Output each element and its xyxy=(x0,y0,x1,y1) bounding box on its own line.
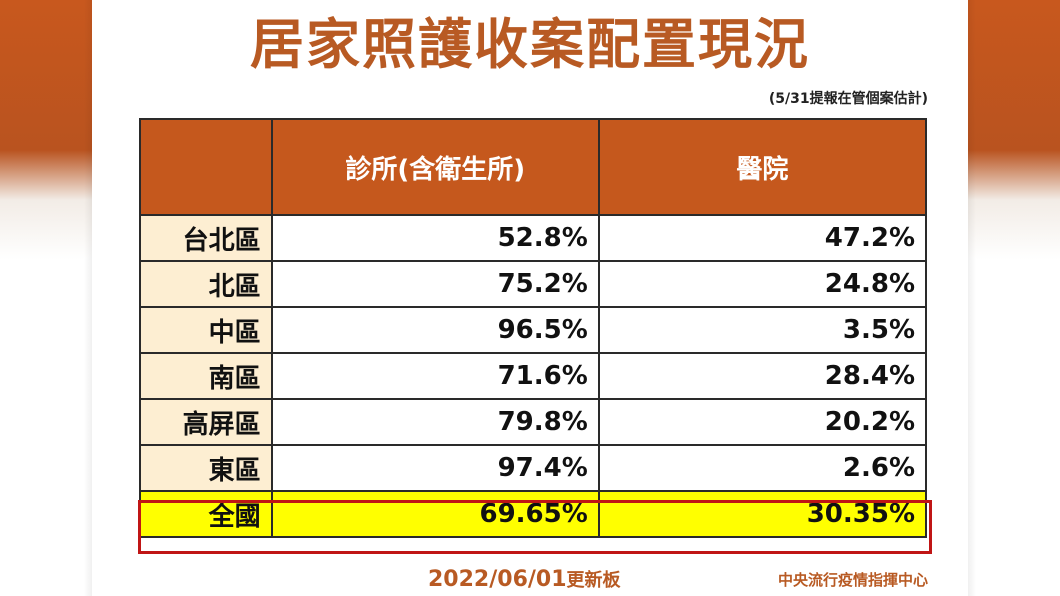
table-row: 高屏區 79.8% 20.2% xyxy=(139,398,928,446)
region-cell: 北區 xyxy=(139,260,273,308)
slide-title: 居家照護收案配置現況 xyxy=(250,13,810,76)
hospital-value: 47.2% xyxy=(597,214,928,262)
clinic-value: 52.8% xyxy=(270,214,600,262)
update-date-value: 2022/06/01 xyxy=(428,567,567,592)
blurred-side-band-left xyxy=(0,0,92,596)
clinic-value: 71.6% xyxy=(270,352,600,400)
total-hospital-value: 30.35% xyxy=(597,490,928,538)
clinic-value: 75.2% xyxy=(270,260,600,308)
region-cell: 台北區 xyxy=(139,214,273,262)
hospital-value: 24.8% xyxy=(597,260,928,308)
estimate-note: (5/31提報在管個案估計) xyxy=(768,91,928,107)
hospital-value: 20.2% xyxy=(597,398,928,446)
blurred-side-band-right xyxy=(968,0,1060,596)
slide: 居家照護收案配置現況 (5/31提報在管個案估計) 診所(含衛生所) 醫院 台北… xyxy=(92,0,968,596)
hospital-value: 28.4% xyxy=(597,352,928,400)
source-agency: 中央流行疫情指揮中心 xyxy=(777,571,928,589)
clinic-value: 96.5% xyxy=(270,306,600,354)
total-clinic-value: 69.65% xyxy=(270,490,600,538)
clinic-value: 97.4% xyxy=(270,444,600,492)
header-corner-cell xyxy=(139,118,273,216)
allocation-table: 診所(含衛生所) 醫院 台北區 52.8% 47.2% 北區 75.2% 24.… xyxy=(139,118,928,538)
region-cell: 南區 xyxy=(139,352,273,400)
header-clinic: 診所(含衛生所) xyxy=(270,118,600,216)
hospital-value: 3.5% xyxy=(597,306,928,354)
update-date: 2022/06/01更新板 xyxy=(428,566,621,595)
table-row: 台北區 52.8% 47.2% xyxy=(139,214,928,262)
region-cell: 東區 xyxy=(139,444,273,492)
table-total-row: 全國 69.65% 30.35% xyxy=(139,490,928,538)
table-row: 南區 71.6% 28.4% xyxy=(139,352,928,400)
header-hospital: 醫院 xyxy=(597,118,928,216)
table-header-row: 診所(含衛生所) 醫院 xyxy=(139,118,928,216)
region-cell: 中區 xyxy=(139,306,273,354)
update-date-suffix: 更新板 xyxy=(566,570,621,591)
table-row: 中區 96.5% 3.5% xyxy=(139,306,928,354)
total-region-cell: 全國 xyxy=(139,490,273,538)
table-row: 東區 97.4% 2.6% xyxy=(139,444,928,492)
hospital-value: 2.6% xyxy=(597,444,928,492)
region-cell: 高屏區 xyxy=(139,398,273,446)
table-row: 北區 75.2% 24.8% xyxy=(139,260,928,308)
clinic-value: 79.8% xyxy=(270,398,600,446)
